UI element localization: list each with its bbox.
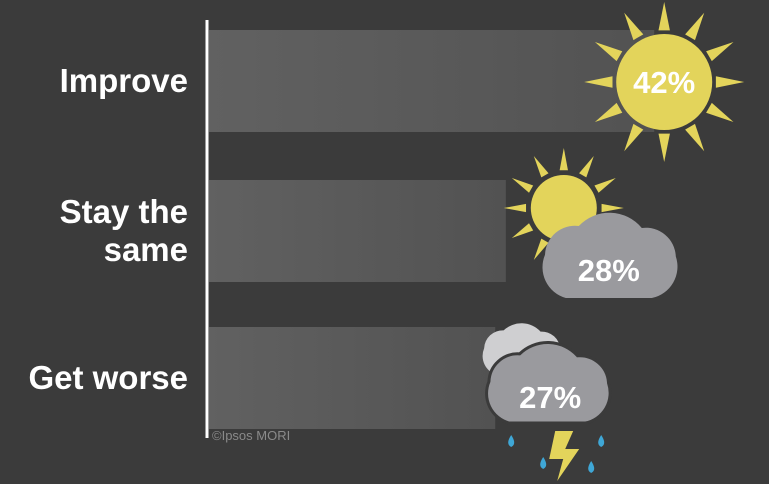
category-label: Get worse	[28, 359, 188, 396]
raindrop-icon	[588, 461, 595, 473]
sun-behind-cloud-icon	[503, 148, 678, 298]
raindrop-icon	[540, 457, 547, 469]
value-label: 42%	[633, 65, 695, 100]
raindrop-icon	[508, 435, 515, 447]
bar-stay-the-same	[209, 180, 506, 282]
value-label: 27%	[519, 380, 581, 415]
value-label: 28%	[578, 253, 640, 288]
credit: ©Ipsos MORI	[212, 428, 291, 443]
storm-cloud-icon	[482, 323, 612, 481]
raindrop-icon	[598, 435, 605, 447]
bar-get-worse	[209, 327, 496, 429]
bar-improve	[209, 30, 655, 132]
sun-icon	[584, 2, 745, 162]
lightning-icon	[549, 431, 580, 481]
category-label: Stay the	[60, 193, 188, 230]
category-label: Improve	[60, 62, 188, 99]
category-label: same	[104, 231, 188, 268]
